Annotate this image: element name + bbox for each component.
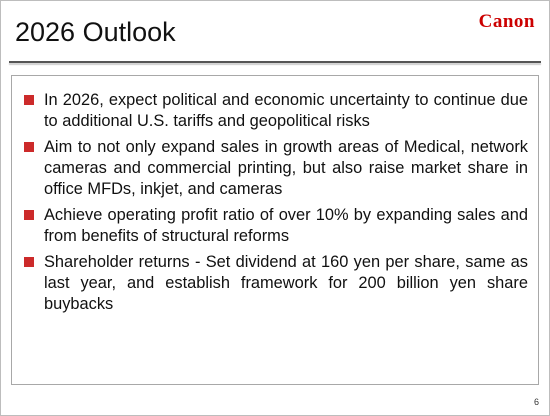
bullet-list: In 2026, expect political and economic u… [12, 76, 538, 315]
slide-title: 2026 Outlook [15, 17, 176, 47]
page-number: 6 [533, 397, 539, 407]
bullet-item: Aim to not only expand sales in growth a… [22, 137, 528, 200]
bullet-item: Shareholder returns - Set dividend at 16… [22, 252, 528, 315]
title-rule [9, 61, 541, 63]
logo: Canon [478, 11, 535, 32]
content-box: In 2026, expect political and economic u… [11, 75, 539, 385]
bullet-item: In 2026, expect political and economic u… [22, 90, 528, 132]
bullet-item: Achieve operating profit ratio of over 1… [22, 205, 528, 247]
